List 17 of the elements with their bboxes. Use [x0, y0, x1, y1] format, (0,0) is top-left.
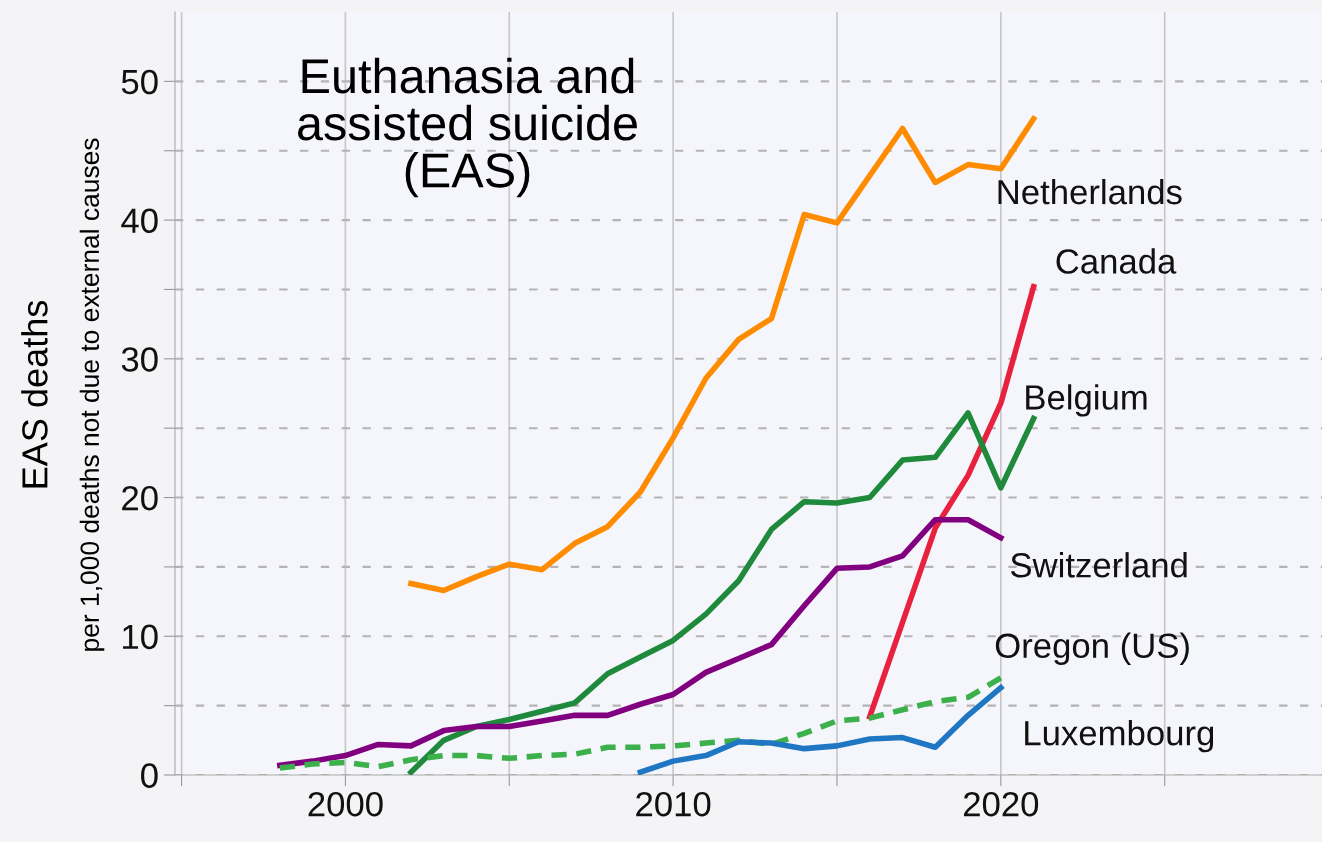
x-tick-label: 2020 [963, 791, 1039, 817]
series-label: Netherlands [998, 178, 1182, 205]
series-label: Belgium [1026, 384, 1147, 417]
series-label: Canada [1056, 248, 1177, 274]
y-tick-label: 50 [121, 69, 158, 95]
y-axis-title: EAS deaths per 1,000 deaths not due to external causes [21, 138, 105, 651]
y-tick-label: 40 [121, 208, 158, 234]
x-tick-label: 2010 [636, 791, 711, 817]
y-tick-label: 30 [121, 347, 158, 372]
series-label: Luxembourg [1025, 719, 1214, 753]
y-tick-label: 0 [141, 763, 158, 788]
x-tick-label: 2000 [308, 791, 383, 817]
text: Euthanasia and assisted suicide (EAS) [297, 57, 637, 198]
y-tick-label: 10 [123, 624, 158, 650]
series-label: Switzerland [1011, 552, 1187, 578]
y-tick-label: 20 [122, 485, 158, 511]
series-label: Oregon (US) [995, 632, 1189, 665]
